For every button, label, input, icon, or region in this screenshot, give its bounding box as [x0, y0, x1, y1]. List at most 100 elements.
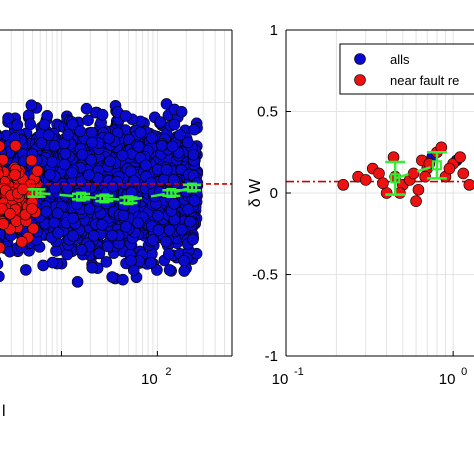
blue-point [61, 248, 74, 261]
legend-label: alls [390, 52, 410, 67]
red-point [0, 140, 6, 153]
blue-point [175, 105, 188, 118]
legend: alls near fault re [339, 43, 474, 95]
blue-point [116, 149, 129, 162]
blue-point [152, 224, 165, 236]
red-point [17, 183, 29, 196]
right-y-tick-label: 0.5 [257, 104, 278, 121]
blue-point [48, 139, 61, 152]
blue-point [82, 114, 94, 127]
blue-point [44, 168, 56, 181]
right-y-tick-label: 0 [270, 185, 278, 202]
blue-point [0, 131, 2, 141]
left-points [0, 98, 232, 288]
blue-point [106, 229, 119, 242]
left-x-tick-exp: 2 [165, 366, 171, 378]
blue-point [46, 156, 58, 168]
blue-point [166, 140, 179, 153]
red-point [26, 202, 38, 215]
blue-point [106, 180, 119, 193]
blue-point [86, 261, 98, 274]
blue-point [38, 118, 51, 131]
blue-point [163, 224, 176, 236]
right-x-tick-label: 10 [272, 371, 289, 388]
blue-point [76, 148, 89, 161]
red-point [337, 179, 350, 191]
blue-point [175, 223, 188, 236]
blue-point [132, 140, 145, 153]
blue-point [83, 203, 96, 215]
red-point [4, 208, 16, 220]
blue-point [125, 254, 137, 267]
red-point [407, 167, 420, 180]
left-x-axis-label: l [2, 403, 6, 420]
blue-point [187, 148, 200, 161]
blue-point [117, 273, 129, 286]
blue-point [147, 234, 159, 246]
blue-point [66, 166, 78, 179]
blue-point [188, 195, 201, 207]
left-binned-marker [166, 188, 177, 198]
red-point [419, 170, 431, 183]
blue-point [24, 118, 37, 131]
red-point [25, 154, 38, 167]
legend-marker [354, 74, 366, 86]
right-y-axis-label: δ W [247, 178, 264, 207]
blue-point [20, 264, 32, 276]
blue-point [188, 123, 201, 136]
blue-point [182, 136, 194, 149]
red-point [16, 236, 28, 248]
blue-point [100, 256, 113, 268]
blue-point [132, 216, 144, 229]
red-point [380, 187, 393, 199]
blue-point [120, 220, 132, 233]
blue-point [117, 209, 130, 222]
blue-point [2, 112, 14, 124]
blue-point [178, 265, 191, 277]
blue-point [0, 270, 5, 283]
blue-point [101, 240, 114, 253]
red-point [359, 174, 372, 186]
blue-point [86, 136, 98, 149]
blue-point [104, 155, 116, 168]
right-y-tick-label: 1 [270, 22, 278, 39]
red-point [27, 222, 40, 235]
red-point [463, 179, 474, 191]
blue-point [184, 215, 196, 228]
left-binned-marker [99, 193, 110, 204]
blue-point [46, 256, 59, 269]
red-point [377, 177, 389, 190]
blue-point [160, 163, 173, 176]
red-point [443, 162, 456, 175]
left-binned-marker [31, 188, 42, 198]
blue-point [156, 139, 168, 152]
blue-point [71, 276, 84, 288]
blue-point [146, 132, 158, 144]
left-chart-panel: 10 2 l [0, 29, 233, 420]
blue-point [160, 98, 173, 110]
blue-point [59, 148, 72, 160]
red-point [410, 195, 422, 207]
blue-point [162, 248, 175, 260]
right-y-tick-label: -1 [265, 348, 278, 365]
blue-point [154, 116, 167, 128]
right-x-tick-label: 10 [439, 371, 456, 388]
left-x-tick-label: 10 [141, 371, 158, 388]
blue-point [75, 243, 88, 256]
blue-point [168, 198, 180, 210]
blue-point [0, 258, 4, 270]
blue-point [67, 212, 79, 225]
blue-point [145, 177, 157, 189]
legend-box [339, 43, 474, 95]
blue-point [182, 203, 195, 216]
right-binned-line [394, 164, 438, 180]
blue-point [49, 182, 61, 195]
blue-point [11, 119, 24, 131]
blue-point [168, 118, 181, 131]
right-binned-marker [431, 160, 442, 171]
blue-point [35, 137, 48, 149]
red-point [412, 183, 425, 196]
blue-point [67, 230, 79, 242]
blue-point [134, 126, 147, 139]
